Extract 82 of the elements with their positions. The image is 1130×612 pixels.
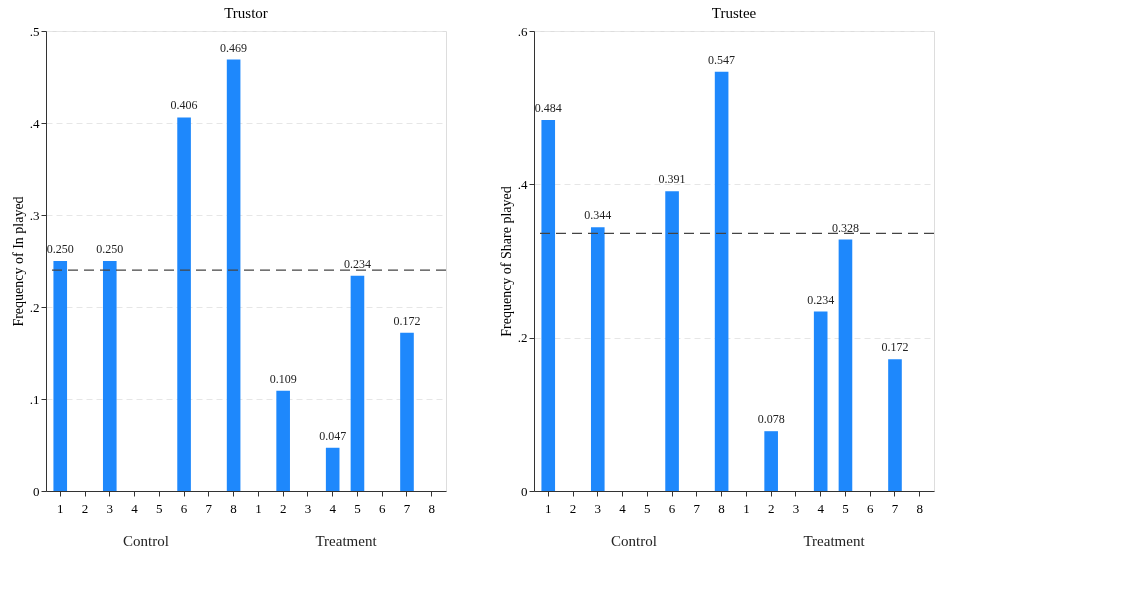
x-tick-label: 3 <box>106 500 114 516</box>
x-tick-label: 3 <box>304 500 312 516</box>
x-tick-label: 4 <box>619 500 627 516</box>
bar <box>400 332 414 491</box>
y-tick-label: .2 <box>29 299 40 315</box>
x-tick-label: 8 <box>428 500 436 516</box>
text: Treatment <box>803 533 866 549</box>
bar <box>226 59 241 491</box>
y-tick-label: .4 <box>29 115 40 131</box>
data-label: 0.172 <box>881 340 909 355</box>
x-tick-label: 3 <box>594 500 602 516</box>
x-tick-label: 4 <box>131 500 139 516</box>
y-tick-label: 0 <box>33 483 40 499</box>
x-tick-label: 8 <box>230 500 237 516</box>
data-label: 0.047 <box>319 428 347 443</box>
data-label: 0.234 <box>343 256 371 271</box>
y-tick-label: .1 <box>29 391 40 407</box>
y-tick-label: .2 <box>517 330 528 346</box>
x-tick-label: 8 <box>916 500 924 516</box>
text: Control <box>123 533 169 549</box>
text: Control <box>611 533 657 549</box>
data-label: 0.172 <box>393 313 421 328</box>
bar <box>813 311 828 491</box>
y-tick-label: .5 <box>29 23 40 39</box>
y-tick-label: 0 <box>521 483 528 499</box>
bar <box>541 119 556 491</box>
x-tick-label: 4 <box>329 500 337 516</box>
bar <box>665 191 679 491</box>
x-tick-label: 5 <box>644 500 651 516</box>
data-label: 0.328 <box>831 220 859 235</box>
bar <box>102 261 117 491</box>
x-tick-label: 1 <box>255 500 262 516</box>
bar <box>350 275 365 491</box>
x-tick-label: 1 <box>544 500 552 516</box>
y-tick-label: .4 <box>517 176 528 192</box>
data-label: 0.484 <box>534 100 562 115</box>
y-axis-title: Frequency of Share played <box>498 186 514 337</box>
x-tick-label: 7 <box>693 500 701 516</box>
x-tick-label: 6 <box>180 500 188 516</box>
chart-title: Trustor <box>224 5 268 21</box>
x-tick-label: 5 <box>842 500 849 516</box>
y-axis-title: Frequency of In played <box>10 196 26 327</box>
bar <box>276 390 290 491</box>
bar <box>714 71 729 491</box>
bar <box>764 431 778 491</box>
bar <box>177 117 191 491</box>
bar <box>590 227 605 491</box>
text: Treatment <box>315 533 378 549</box>
x-tick-label: 7 <box>205 500 213 516</box>
data-label: 0.391 <box>658 172 686 187</box>
y-tick-label: .6 <box>517 23 528 39</box>
x-tick-label: 1 <box>56 500 64 516</box>
y-tick-label: .3 <box>29 207 40 223</box>
x-tick-label: 2 <box>279 500 287 516</box>
data-label: 0.078 <box>757 412 785 427</box>
x-tick-label: 4 <box>817 500 825 516</box>
data-label: 0.234 <box>807 292 835 307</box>
x-tick-label: 2 <box>569 500 577 516</box>
x-tick-label: 7 <box>403 500 411 516</box>
bar <box>838 239 853 491</box>
x-tick-label: 5 <box>354 500 361 516</box>
x-tick-label: 6 <box>668 500 676 516</box>
data-label: 0.469 <box>220 40 248 55</box>
bar <box>325 447 340 491</box>
data-label: 0.250 <box>46 242 74 256</box>
data-label: 0.547 <box>708 52 736 67</box>
chart-title: Trustee <box>711 5 757 21</box>
data-label: 0.344 <box>584 208 612 223</box>
x-tick-label: 7 <box>891 500 899 516</box>
x-tick-label: 2 <box>767 500 775 516</box>
x-tick-label: 1 <box>743 500 750 516</box>
x-tick-label: 6 <box>378 500 386 516</box>
data-label: 0.109 <box>269 371 297 386</box>
bar <box>888 359 902 491</box>
data-label: 0.406 <box>170 98 198 113</box>
x-tick-label: 2 <box>81 500 89 516</box>
x-tick-label: 6 <box>866 500 874 516</box>
x-tick-label: 3 <box>792 500 800 516</box>
bar <box>53 261 68 491</box>
data-label: 0.250 <box>96 242 124 256</box>
x-tick-label: 8 <box>718 500 725 516</box>
x-tick-label: 5 <box>156 500 163 516</box>
